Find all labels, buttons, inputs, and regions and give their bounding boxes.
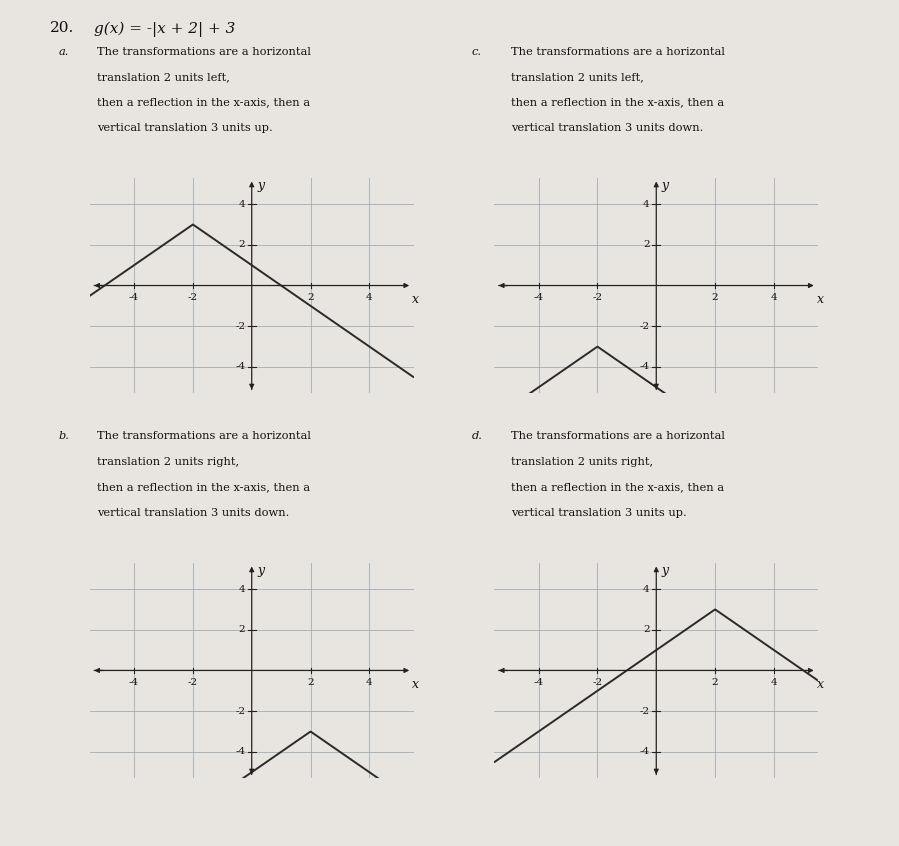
Text: The transformations are a horizontal: The transformations are a horizontal bbox=[97, 47, 311, 57]
Text: -2: -2 bbox=[640, 706, 650, 716]
Text: d.: d. bbox=[472, 431, 483, 442]
Text: y: y bbox=[662, 179, 669, 192]
Text: 2: 2 bbox=[307, 294, 314, 302]
Text: 2: 2 bbox=[643, 625, 650, 634]
Text: -4: -4 bbox=[236, 747, 245, 756]
Text: b.: b. bbox=[58, 431, 69, 442]
Text: The transformations are a horizontal: The transformations are a horizontal bbox=[511, 431, 725, 442]
Text: c.: c. bbox=[472, 47, 482, 57]
Text: then a reflection in the x-axis, then a: then a reflection in the x-axis, then a bbox=[511, 97, 724, 107]
Text: y: y bbox=[257, 564, 264, 577]
Text: -4: -4 bbox=[640, 362, 650, 371]
Text: then a reflection in the x-axis, then a: then a reflection in the x-axis, then a bbox=[511, 482, 724, 492]
Text: y: y bbox=[257, 179, 264, 192]
Text: then a reflection in the x-axis, then a: then a reflection in the x-axis, then a bbox=[97, 482, 310, 492]
Text: vertical translation 3 units up.: vertical translation 3 units up. bbox=[511, 508, 686, 518]
Text: x: x bbox=[816, 678, 823, 691]
Text: vertical translation 3 units up.: vertical translation 3 units up. bbox=[97, 123, 272, 133]
Text: -4: -4 bbox=[533, 294, 544, 302]
Text: x: x bbox=[412, 294, 419, 306]
Text: -2: -2 bbox=[236, 321, 245, 331]
Text: vertical translation 3 units down.: vertical translation 3 units down. bbox=[97, 508, 289, 518]
Text: -4: -4 bbox=[129, 294, 139, 302]
Text: 4: 4 bbox=[366, 294, 373, 302]
Text: The transformations are a horizontal: The transformations are a horizontal bbox=[511, 47, 725, 57]
Text: -2: -2 bbox=[188, 294, 198, 302]
Text: 4: 4 bbox=[770, 294, 778, 302]
Text: x: x bbox=[816, 294, 823, 306]
Text: 2: 2 bbox=[643, 240, 650, 250]
Text: -4: -4 bbox=[640, 747, 650, 756]
Text: translation 2 units left,: translation 2 units left, bbox=[511, 72, 644, 82]
Text: 2: 2 bbox=[238, 240, 245, 250]
Text: translation 2 units right,: translation 2 units right, bbox=[97, 457, 239, 467]
Text: then a reflection in the x-axis, then a: then a reflection in the x-axis, then a bbox=[97, 97, 310, 107]
Text: vertical translation 3 units down.: vertical translation 3 units down. bbox=[511, 123, 703, 133]
Text: -2: -2 bbox=[188, 678, 198, 687]
Text: a.: a. bbox=[58, 47, 69, 57]
Text: -2: -2 bbox=[592, 678, 602, 687]
Text: 2: 2 bbox=[307, 678, 314, 687]
Text: 4: 4 bbox=[238, 585, 245, 594]
Text: 2: 2 bbox=[238, 625, 245, 634]
Text: 2: 2 bbox=[712, 678, 718, 687]
Text: -4: -4 bbox=[236, 362, 245, 371]
Text: 4: 4 bbox=[770, 678, 778, 687]
Text: translation 2 units left,: translation 2 units left, bbox=[97, 72, 230, 82]
Text: y: y bbox=[662, 564, 669, 577]
Text: x: x bbox=[412, 678, 419, 691]
Text: 4: 4 bbox=[366, 678, 373, 687]
Text: -4: -4 bbox=[533, 678, 544, 687]
Text: The transformations are a horizontal: The transformations are a horizontal bbox=[97, 431, 311, 442]
Text: translation 2 units right,: translation 2 units right, bbox=[511, 457, 653, 467]
Text: 2: 2 bbox=[712, 294, 718, 302]
Text: 20.: 20. bbox=[49, 21, 74, 36]
Text: -2: -2 bbox=[236, 706, 245, 716]
Text: 4: 4 bbox=[643, 585, 650, 594]
Text: -4: -4 bbox=[129, 678, 139, 687]
Text: g(x) = -|x + 2| + 3: g(x) = -|x + 2| + 3 bbox=[94, 21, 236, 36]
Text: 4: 4 bbox=[643, 200, 650, 209]
Text: 4: 4 bbox=[238, 200, 245, 209]
Text: -2: -2 bbox=[592, 294, 602, 302]
Text: -2: -2 bbox=[640, 321, 650, 331]
